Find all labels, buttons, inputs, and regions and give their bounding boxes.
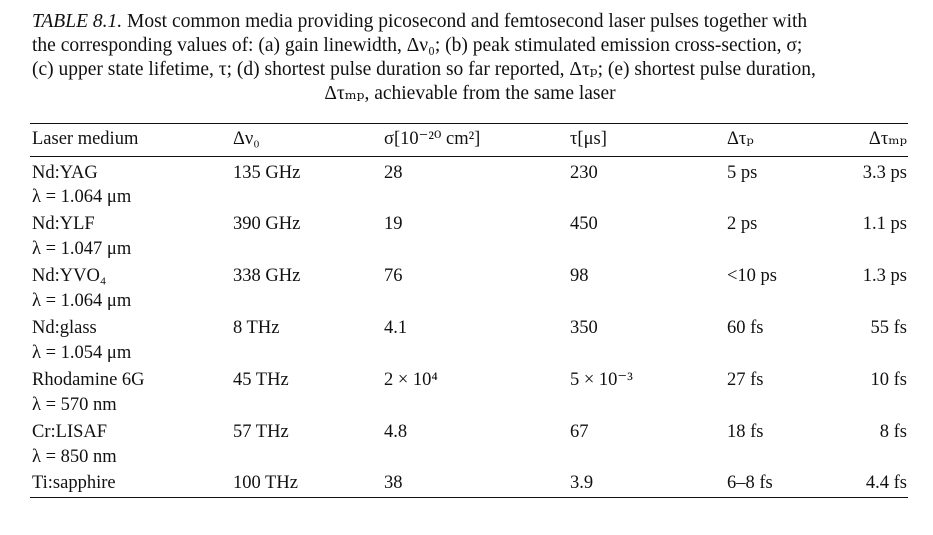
row-medium: Nd:YVO₄ [32, 266, 107, 286]
row-medium: Cr:LISAF [32, 422, 108, 442]
row-pulse-achievable: 3.3 ps [862, 163, 907, 183]
table-header-rule [30, 156, 908, 157]
row-cross-section: 19 [384, 214, 403, 234]
row-wavelength: λ = 1.047 μm [32, 239, 132, 259]
header-gain-linewidth: Δν₀ [233, 129, 260, 149]
table-bottom-rule [30, 497, 908, 499]
table-top-rule [30, 123, 908, 125]
row-cross-section: 28 [384, 163, 403, 183]
caption-text-1: Most common media providing picosecond a… [126, 11, 808, 32]
row-pulse-reported: 5 ps [727, 163, 758, 183]
row-wavelength: λ = 1.054 μm [32, 343, 132, 363]
row-gain-linewidth: 8 THz [233, 318, 280, 338]
row-pulse-achievable: 8 fs [879, 422, 907, 442]
row-lifetime: 3.9 [570, 473, 594, 493]
row-pulse-achievable: 4.4 fs [865, 473, 907, 493]
row-lifetime: 230 [570, 163, 598, 183]
caption-line-2: the corresponding values of: (a) gain li… [32, 35, 803, 56]
row-lifetime: 98 [570, 266, 589, 286]
row-gain-linewidth: 338 GHz [233, 266, 301, 286]
row-pulse-achievable: 1.3 ps [862, 266, 907, 286]
caption-label: TABLE 8.1. [32, 11, 123, 32]
header-pulse-reported: Δτₚ [727, 129, 754, 149]
row-pulse-reported: 27 fs [727, 370, 764, 390]
table-caption: TABLE 8.1. Most common media providing p… [32, 10, 908, 106]
row-medium: Rhodamine 6G [32, 370, 145, 390]
row-cross-section: 4.1 [384, 318, 408, 338]
row-pulse-reported: 6–8 fs [727, 473, 773, 493]
row-cross-section: 4.8 [384, 422, 408, 442]
row-medium: Nd:YAG [32, 163, 98, 183]
row-cross-section: 38 [384, 473, 403, 493]
row-lifetime: 450 [570, 214, 598, 234]
caption-line-4: Δτₘₚ, achievable from the same laser [324, 83, 616, 104]
row-medium: Nd:glass [32, 318, 97, 338]
row-pulse-reported: <10 ps [727, 266, 778, 286]
row-gain-linewidth: 57 THz [233, 422, 289, 442]
row-wavelength: λ = 850 nm [32, 447, 117, 467]
row-gain-linewidth: 45 THz [233, 370, 289, 390]
caption-line-3: (c) upper state lifetime, τ; (d) shortes… [32, 59, 816, 80]
row-gain-linewidth: 390 GHz [233, 214, 301, 234]
row-pulse-reported: 2 ps [727, 214, 758, 234]
row-lifetime: 350 [570, 318, 598, 338]
header-laser-medium: Laser medium [32, 129, 139, 149]
header-lifetime: τ[μs] [570, 129, 607, 149]
row-cross-section: 2 × 10⁴ [384, 370, 438, 390]
row-gain-linewidth: 135 GHz [233, 163, 301, 183]
row-lifetime: 5 × 10⁻³ [570, 370, 633, 390]
row-wavelength: λ = 570 nm [32, 395, 117, 415]
row-pulse-achievable: 10 fs [870, 370, 908, 390]
header-cross-section: σ[10⁻²⁰ cm²] [384, 129, 481, 149]
row-wavelength: λ = 1.064 μm [32, 187, 132, 207]
row-medium: Nd:YLF [32, 214, 95, 234]
caption-line-1: TABLE 8.1. Most common media providing p… [32, 10, 908, 34]
row-pulse-achievable: 1.1 ps [862, 214, 907, 234]
row-medium: Ti:sapphire [32, 473, 116, 493]
row-pulse-achievable: 55 fs [870, 318, 908, 338]
row-cross-section: 76 [384, 266, 403, 286]
row-gain-linewidth: 100 THz [233, 473, 298, 493]
row-pulse-reported: 18 fs [727, 422, 764, 442]
row-wavelength: λ = 1.064 μm [32, 291, 132, 311]
row-pulse-reported: 60 fs [727, 318, 764, 338]
row-lifetime: 67 [570, 422, 589, 442]
header-pulse-achievable: Δτₘₚ [868, 129, 907, 149]
